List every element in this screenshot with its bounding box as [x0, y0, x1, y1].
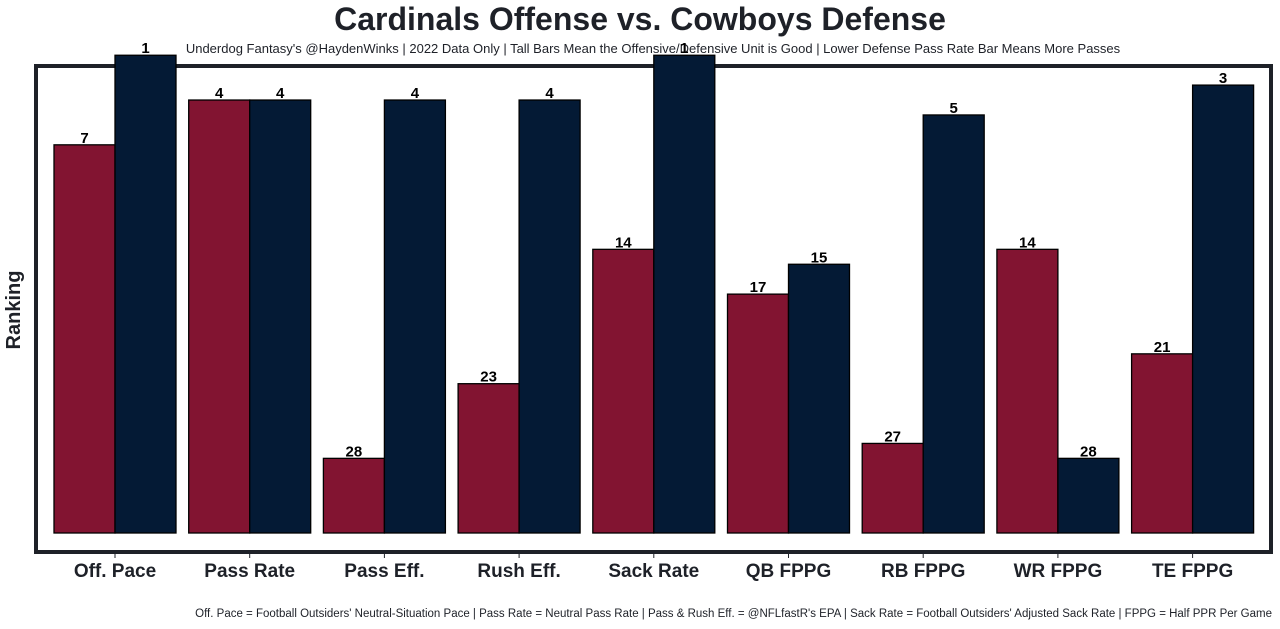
- data-label-offense-4: 14: [615, 234, 632, 251]
- data-label-offense-1: 4: [215, 85, 224, 102]
- data-label-offense-3: 23: [480, 369, 497, 386]
- data-label-offense-0: 7: [80, 130, 88, 147]
- data-label-defense-6: 5: [950, 100, 958, 117]
- x-tick-label-6: RB FPPG: [881, 561, 965, 582]
- x-tick-label-1: Pass Rate: [204, 561, 295, 582]
- x-tick-label-0: Off. Pace: [74, 561, 156, 582]
- data-label-defense-8: 3: [1219, 70, 1227, 87]
- data-label-defense-7: 28: [1080, 443, 1097, 460]
- bar-defense-8: [1191, 84, 1255, 534]
- bar-offense-1: [188, 99, 251, 534]
- bar-offense-0: [53, 144, 116, 534]
- bar-defense-3: [518, 99, 581, 534]
- bar-offense-8: [1130, 353, 1194, 534]
- bar-offense-7: [996, 248, 1059, 534]
- chart-subtitle: Underdog Fantasy's @HaydenWinks | 2022 D…: [185, 41, 1121, 56]
- bar-defense-6: [922, 114, 985, 534]
- bar-offense-4: [592, 248, 655, 534]
- data-label-defense-1: 4: [276, 85, 285, 102]
- x-axis-ticks: Off. Pace Pass Rate Pass Eff. Rush Eff. Sack…: [74, 553, 1233, 582]
- x-tick-label-5: QB FPPG: [746, 561, 832, 582]
- bar-offense-2: [322, 457, 386, 534]
- bar-offense-6: [861, 442, 924, 534]
- x-tick-label-8: TE FPPG: [1152, 561, 1233, 582]
- chart-footnote: Off. Pace = Football Outsiders' Neutral-…: [195, 608, 1272, 620]
- data-label-offense-5: 17: [750, 279, 767, 296]
- data-label-defense-2: 4: [411, 85, 420, 102]
- data-label-offense-8: 21: [1154, 339, 1171, 356]
- data-label-offense-6: 27: [884, 428, 901, 445]
- bar-offense-3: [457, 383, 520, 534]
- bar-defense-7: [1057, 457, 1120, 534]
- data-label-offense-2: 28: [346, 443, 363, 460]
- data-label-defense-4: 1: [680, 40, 688, 57]
- x-tick-label-3: Rush Eff.: [477, 561, 560, 582]
- x-tick-label-2: Pass Eff.: [344, 561, 424, 582]
- chart-title: Cardinals Offense vs. Cowboys Defense: [334, 1, 946, 37]
- bar-defense-5: [787, 263, 851, 534]
- bar-offense-5: [726, 293, 790, 534]
- data-label-defense-5: 15: [811, 249, 828, 266]
- data-label-defense-0: 1: [141, 40, 149, 57]
- bar-defense-4: [653, 54, 716, 534]
- x-tick-label-4: Sack Rate: [608, 561, 699, 582]
- x-tick-label-7: WR FPPG: [1014, 561, 1103, 582]
- data-label-defense-3: 4: [545, 85, 554, 102]
- bar-defense-0: [114, 54, 177, 534]
- bar-defense-1: [249, 99, 312, 534]
- bar-defense-2: [383, 99, 447, 534]
- data-label-offense-7: 14: [1019, 234, 1036, 251]
- bars-group: [53, 54, 1255, 534]
